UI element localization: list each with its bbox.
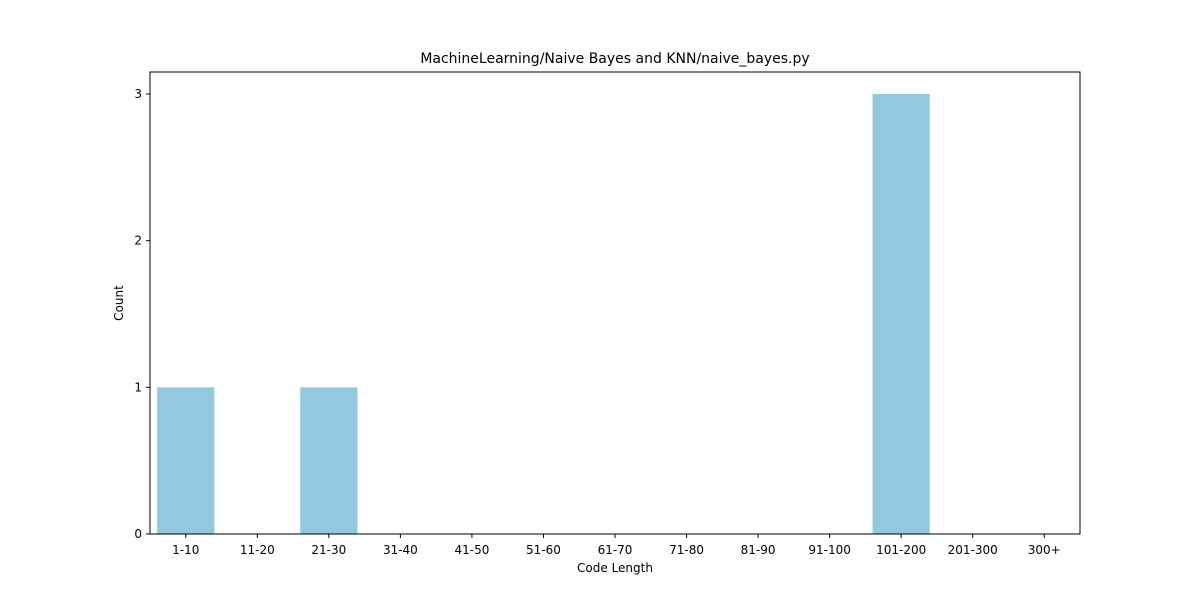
x-axis-ticks: 1-10 11-20 21-30 31-40 41-50 51-60 61-70 71-80 8… bbox=[172, 534, 1061, 557]
chart-title: MachineLearning/Naive Bayes and KNN/naiv… bbox=[420, 51, 809, 67]
x-tick-label: 300+ bbox=[1028, 543, 1061, 557]
x-axis-label: Code Length bbox=[577, 561, 653, 575]
bars-group bbox=[157, 94, 930, 534]
x-tick-label: 11-20 bbox=[240, 543, 275, 557]
y-axis-label: Count bbox=[112, 285, 126, 321]
y-tick-label: 1 bbox=[134, 380, 142, 394]
x-tick-label: 61-70 bbox=[598, 543, 633, 557]
bar-21-30 bbox=[300, 387, 358, 534]
x-tick-label: 21-30 bbox=[311, 543, 346, 557]
x-tick-label: 31-40 bbox=[383, 543, 418, 557]
bar-1-10 bbox=[157, 387, 215, 534]
y-axis-ticks: 0 1 2 3 bbox=[134, 87, 150, 541]
x-tick-label: 1-10 bbox=[172, 543, 199, 557]
x-tick-label: 41-50 bbox=[454, 543, 489, 557]
x-tick-label: 101-200 bbox=[876, 543, 926, 557]
x-tick-label: 71-80 bbox=[669, 543, 704, 557]
y-tick-label: 3 bbox=[134, 87, 142, 101]
x-tick-label: 91-100 bbox=[808, 543, 851, 557]
x-tick-label: 81-90 bbox=[741, 543, 776, 557]
x-tick-label: 51-60 bbox=[526, 543, 561, 557]
y-tick-label: 0 bbox=[134, 527, 142, 541]
bar-101-200 bbox=[872, 94, 930, 534]
plot-frame bbox=[149, 71, 1081, 535]
x-tick-label: 201-300 bbox=[948, 543, 998, 557]
y-tick-label: 2 bbox=[134, 234, 142, 248]
